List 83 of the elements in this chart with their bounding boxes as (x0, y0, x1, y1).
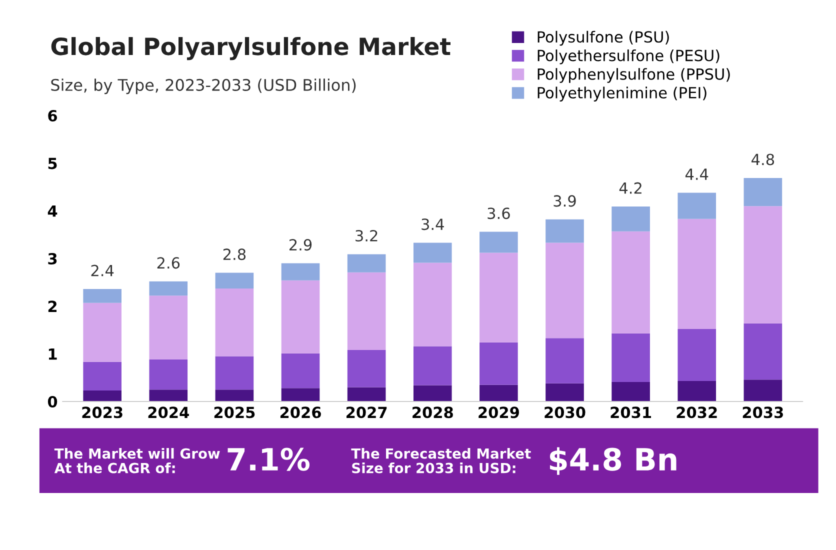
x-tick-label: 2027 (346, 406, 387, 418)
bar (612, 206, 650, 232)
total-label: 3.4 (422, 218, 444, 230)
x-tick-label: 2023 (82, 406, 122, 418)
legend-label: Polysulfone (PSU) (538, 30, 669, 46)
y-tick-label: 1 (48, 348, 57, 360)
bar (83, 302, 122, 362)
bar (413, 346, 452, 386)
bar (83, 390, 122, 402)
bar (480, 384, 518, 402)
x-tick-label: 2030 (544, 406, 586, 418)
legend-label: Polyethersulfone (PESU) (538, 49, 720, 64)
bar (149, 390, 188, 402)
bar (744, 178, 782, 206)
total-label: 3.9 (554, 195, 576, 207)
y-tick-label: 6 (48, 110, 58, 122)
bar (744, 206, 782, 324)
bar (480, 342, 518, 385)
bar (744, 323, 782, 380)
bar (546, 242, 584, 338)
bar (149, 296, 188, 360)
bar (215, 272, 254, 289)
x-tick-label: 2031 (610, 406, 652, 418)
total-label: 4.4 (685, 168, 708, 180)
bar (480, 252, 518, 342)
bar (678, 329, 716, 382)
legend-label: Polyethylenimine (PEI) (538, 86, 706, 102)
bar (149, 281, 188, 296)
y-tick-label: 5 (48, 158, 57, 170)
y-tick-label: 0 (48, 396, 58, 408)
bar (413, 242, 452, 263)
bar (215, 390, 254, 402)
bar (215, 356, 254, 390)
total-label: 4.2 (619, 182, 642, 194)
bar (413, 262, 452, 346)
bar (281, 388, 320, 402)
bar (347, 272, 386, 350)
bar (678, 192, 716, 219)
x-tick-label: 2026 (280, 406, 321, 418)
bar (281, 280, 320, 354)
bar (612, 231, 650, 334)
text: The Market will Grow At the CAGR of: (54, 448, 220, 474)
x-tick-label: 2033 (742, 406, 783, 418)
x-tick-label: 2029 (478, 406, 519, 418)
chart-title: Global Polyarylsulfone Market (51, 37, 450, 60)
total-label: 3.2 (356, 230, 378, 242)
x-tick-label: 2032 (676, 406, 717, 418)
bar (546, 219, 584, 243)
chart-subtitle: Size, by Type, 2023-2033 (USD Billion) (51, 78, 356, 94)
text: 7.1% (228, 448, 310, 471)
y-tick-label: 4 (48, 206, 58, 217)
bar (83, 362, 122, 391)
total-label: 4.8 (752, 154, 774, 166)
y-tick-label: 2 (48, 300, 57, 312)
bar (347, 254, 386, 272)
x-tick-label: 2028 (412, 406, 453, 418)
legend-label: Polyphenylsulfone (PPSU) (538, 68, 730, 83)
bar (281, 263, 320, 280)
text: The Forecasted Market Size for 2033 in USD: (351, 448, 531, 474)
bar (347, 387, 386, 402)
y-tick-label: 3 (48, 252, 57, 265)
total-label: 3.6 (488, 208, 510, 220)
bar (347, 350, 386, 388)
total-label: 2.6 (157, 257, 180, 269)
bar (744, 380, 782, 402)
total-label: 2.9 (289, 239, 312, 251)
x-tick-label: 2024 (148, 406, 189, 418)
text: $4.8 Bn (550, 447, 676, 475)
bar (678, 218, 716, 330)
bar (546, 383, 584, 402)
bar (281, 353, 320, 388)
bar (83, 289, 122, 303)
bar (612, 382, 650, 402)
total-label: 2.8 (223, 248, 246, 260)
x-tick-label: 2025 (214, 406, 255, 418)
bar (215, 288, 254, 356)
bar (678, 381, 716, 402)
bar (149, 360, 188, 390)
bar (480, 232, 518, 253)
bar (612, 333, 650, 382)
total-label: 2.4 (91, 264, 114, 276)
bar (546, 338, 584, 384)
bar (413, 385, 452, 402)
